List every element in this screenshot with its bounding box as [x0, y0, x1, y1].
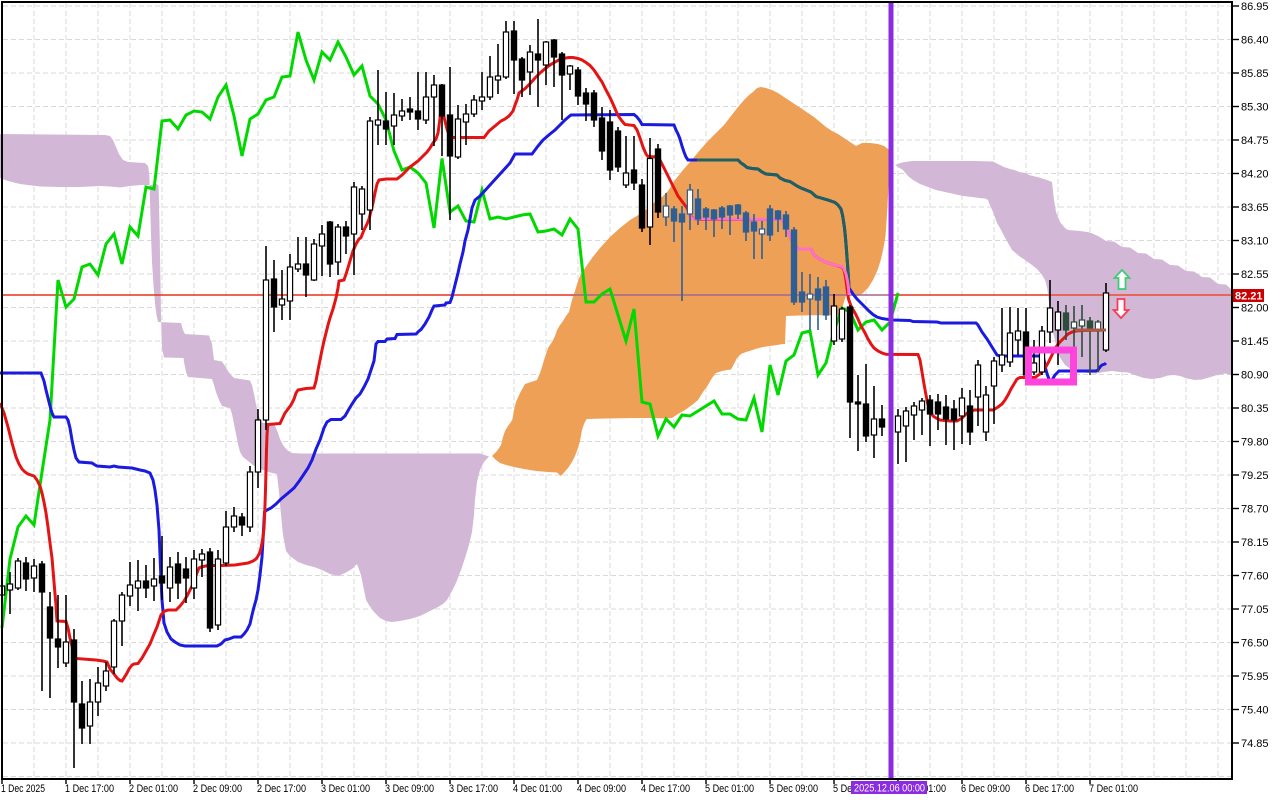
svg-text:79.25: 79.25	[1241, 470, 1269, 482]
svg-text:77.60: 77.60	[1241, 571, 1269, 583]
svg-text:83.65: 83.65	[1241, 202, 1269, 214]
svg-text:80.35: 80.35	[1241, 403, 1269, 415]
svg-text:78.15: 78.15	[1241, 537, 1269, 549]
svg-text:3 Dec 17:00: 3 Dec 17:00	[449, 783, 498, 795]
svg-text:2025.12.06 00:00: 2025.12.06 00:00	[854, 783, 925, 795]
svg-text:7 Dec 01:00: 7 Dec 01:00	[1089, 783, 1138, 795]
svg-text:3 Dec 09:00: 3 Dec 09:00	[385, 783, 434, 795]
svg-text:86.95: 86.95	[1241, 1, 1269, 13]
svg-text:85.30: 85.30	[1241, 102, 1269, 114]
svg-text:82.55: 82.55	[1241, 269, 1269, 281]
svg-text:82.21: 82.21	[1235, 291, 1263, 303]
svg-text:6 Dec 09:00: 6 Dec 09:00	[961, 783, 1010, 795]
svg-text:79.80: 79.80	[1241, 437, 1269, 449]
svg-text:2 Dec 09:00: 2 Dec 09:00	[193, 783, 242, 795]
svg-text:82.00: 82.00	[1241, 303, 1269, 315]
svg-text:5 Dec 09:00: 5 Dec 09:00	[769, 783, 818, 795]
svg-text:1 Dec 17:00: 1 Dec 17:00	[65, 783, 114, 795]
svg-text:2 Dec 17:00: 2 Dec 17:00	[257, 783, 306, 795]
svg-text:76.50: 76.50	[1241, 638, 1269, 650]
svg-text:83.10: 83.10	[1241, 236, 1269, 248]
svg-text:4 Dec 01:00: 4 Dec 01:00	[513, 783, 562, 795]
svg-text:81.45: 81.45	[1241, 336, 1269, 348]
svg-text:78.70: 78.70	[1241, 504, 1269, 516]
svg-text:75.95: 75.95	[1241, 671, 1269, 683]
svg-text:74.85: 74.85	[1241, 738, 1269, 750]
svg-text:77.05: 77.05	[1241, 604, 1269, 616]
svg-text:3 Dec 01:00: 3 Dec 01:00	[321, 783, 370, 795]
svg-text:1 Dec 2025: 1 Dec 2025	[1, 783, 45, 795]
svg-text:86.40: 86.40	[1241, 35, 1269, 47]
svg-text:85.85: 85.85	[1241, 68, 1269, 80]
svg-text:75.40: 75.40	[1241, 705, 1269, 717]
svg-text:5 Dec 01:00: 5 Dec 01:00	[705, 783, 754, 795]
svg-text:6 Dec 17:00: 6 Dec 17:00	[1025, 783, 1074, 795]
svg-text:4 Dec 17:00: 4 Dec 17:00	[641, 783, 690, 795]
svg-text:84.20: 84.20	[1241, 169, 1269, 181]
svg-text:80.90: 80.90	[1241, 370, 1269, 382]
svg-text:84.75: 84.75	[1241, 135, 1269, 147]
svg-text:2 Dec 01:00: 2 Dec 01:00	[129, 783, 178, 795]
svg-text:4 Dec 09:00: 4 Dec 09:00	[577, 783, 626, 795]
